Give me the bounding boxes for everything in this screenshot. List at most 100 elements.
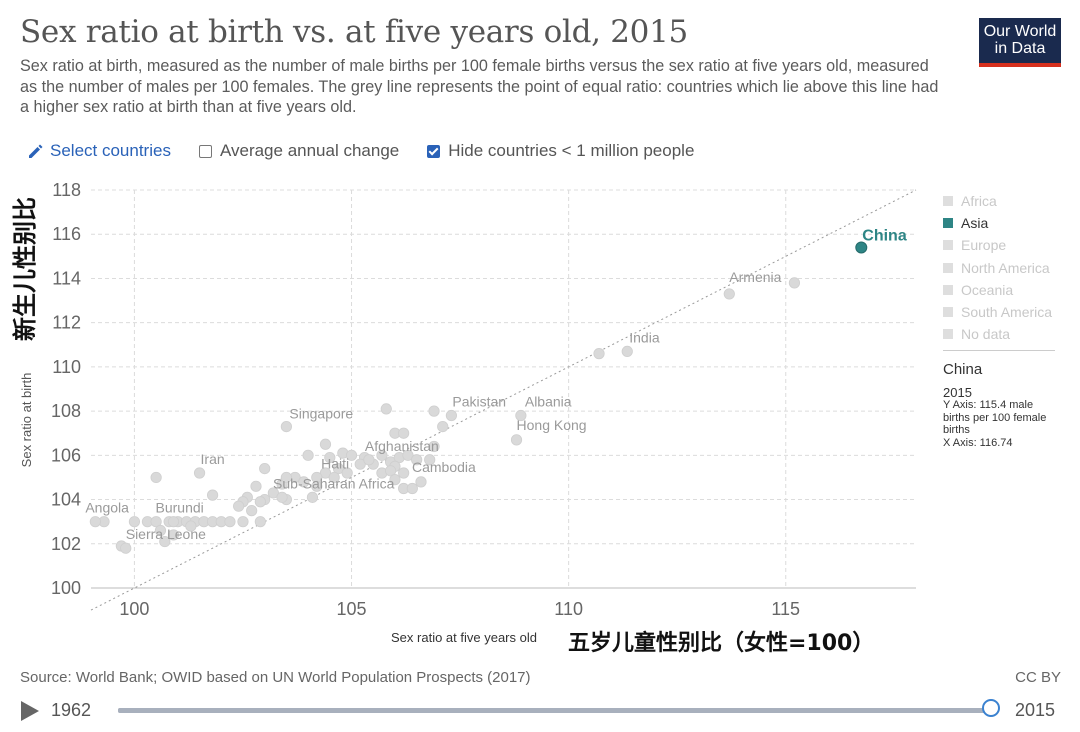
data-point[interactable] <box>128 516 141 528</box>
tooltip-country: China <box>943 361 983 379</box>
tooltip-x-value: X Axis: 116.74 <box>943 436 1013 449</box>
data-point-hong-kong[interactable] <box>510 434 523 446</box>
data-point[interactable] <box>233 500 245 512</box>
data-point-iran[interactable] <box>193 467 206 479</box>
data-point[interactable] <box>306 491 319 503</box>
point-label: Singapore <box>289 406 353 422</box>
data-point[interactable] <box>254 516 266 528</box>
data-point[interactable] <box>324 451 336 464</box>
data-point-cambodia[interactable] <box>415 476 427 488</box>
data-point[interactable] <box>267 487 279 499</box>
y-tick-label: 108 <box>51 401 81 421</box>
point-label: Sierra Leone <box>126 526 206 542</box>
legend-item-africa[interactable]: Africa <box>943 190 1055 212</box>
data-point[interactable] <box>319 438 332 450</box>
x-tick-label: 105 <box>337 599 367 619</box>
legend-item-europe[interactable]: Europe <box>943 234 1055 256</box>
data-point[interactable] <box>311 480 323 492</box>
point-label: Pakistan <box>452 394 506 410</box>
x-axis-ticks: 100 105 110 115 <box>119 599 800 619</box>
data-point[interactable] <box>246 505 258 517</box>
data-point[interactable] <box>398 427 410 439</box>
data-point[interactable] <box>302 449 314 461</box>
data-point[interactable] <box>437 420 449 433</box>
data-point[interactable] <box>254 496 266 508</box>
legend-item-oceania[interactable]: Oceania <box>943 279 1055 301</box>
data-point-angola[interactable] <box>89 516 101 528</box>
chart-controls: Select countries Average annual change H… <box>27 141 722 161</box>
data-point[interactable] <box>150 516 162 528</box>
legend-item-south-america[interactable]: South America <box>943 301 1055 323</box>
legend-item-north-america[interactable]: North America <box>943 257 1055 279</box>
legend-label: North America <box>961 259 1050 276</box>
data-point[interactable] <box>788 277 801 289</box>
timeline-handle[interactable] <box>982 699 1000 717</box>
chart-grid <box>91 189 916 589</box>
legend-divider <box>943 350 1055 352</box>
select-countries-button[interactable]: Select countries <box>27 141 171 161</box>
data-point[interactable] <box>185 520 197 532</box>
legend-label: Africa <box>961 193 997 210</box>
hide-small-countries-checkbox[interactable] <box>427 144 441 158</box>
data-point[interactable] <box>150 471 162 484</box>
data-point-albania[interactable] <box>515 409 527 422</box>
data-point[interactable] <box>398 467 410 479</box>
data-point-afghanistan[interactable] <box>363 454 375 466</box>
owid-logo[interactable]: Our World in Data <box>979 18 1061 67</box>
x-axis-label: Sex ratio at five years old <box>391 630 537 645</box>
data-point[interactable] <box>250 480 262 492</box>
data-point[interactable] <box>411 454 423 466</box>
timeline-track[interactable] <box>118 708 993 713</box>
data-point[interactable] <box>259 462 271 475</box>
license-link[interactable]: CC BY <box>1015 669 1061 686</box>
play-icon[interactable] <box>21 701 39 721</box>
highlight-label: China <box>862 227 907 244</box>
data-point[interactable] <box>206 489 219 501</box>
data-point[interactable] <box>341 467 353 479</box>
hide-small-countries-toggle[interactable]: Hide countries < 1 million people <box>427 141 694 161</box>
average-change-toggle[interactable]: Average annual change <box>198 141 399 161</box>
average-change-checkbox[interactable] <box>198 144 212 158</box>
source-note[interactable]: Source: World Bank; OWID based on UN Wor… <box>20 669 531 686</box>
data-point[interactable] <box>428 440 440 453</box>
data-point[interactable] <box>376 449 388 461</box>
data-point[interactable] <box>424 454 436 466</box>
y-tick-label: 106 <box>51 445 81 465</box>
point-label: Haiti <box>321 455 349 471</box>
data-point-india[interactable] <box>621 345 633 358</box>
x-tick-label: 100 <box>119 599 149 619</box>
data-point[interactable] <box>402 449 414 461</box>
data-point-burundi[interactable] <box>167 516 180 528</box>
legend-item-no-data[interactable]: No data <box>943 323 1055 345</box>
data-point[interactable] <box>159 535 171 548</box>
data-point[interactable] <box>345 449 358 461</box>
data-point[interactable] <box>319 467 332 479</box>
data-point[interactable] <box>406 482 418 495</box>
hide-small-countries-label: Hide countries < 1 million people <box>448 141 695 160</box>
legend: Africa Asia Europe North America Oceania… <box>943 190 1055 449</box>
data-point[interactable] <box>428 405 440 417</box>
data-point-pakistan[interactable] <box>445 409 457 422</box>
data-point-sierra-leone[interactable] <box>120 542 132 554</box>
data-point[interactable] <box>280 471 292 484</box>
data-point[interactable] <box>593 348 605 360</box>
data-point-china[interactable] <box>855 241 868 254</box>
data-point[interactable] <box>354 458 366 470</box>
legend-item-asia[interactable]: Asia <box>943 212 1055 234</box>
data-point-singapore[interactable] <box>280 420 292 433</box>
data-point[interactable] <box>154 524 167 537</box>
data-point-sub-saharan-africa[interactable] <box>276 491 288 503</box>
data-point[interactable] <box>167 529 180 541</box>
data-point[interactable] <box>380 403 392 415</box>
data-point[interactable] <box>389 474 401 486</box>
legend-label: South America <box>961 304 1053 321</box>
data-point[interactable] <box>224 516 236 528</box>
data-point[interactable] <box>385 465 397 477</box>
data-point[interactable] <box>332 462 345 475</box>
data-point-haiti[interactable] <box>328 471 340 484</box>
data-point[interactable] <box>237 516 249 528</box>
data-point[interactable] <box>298 476 310 488</box>
data-point-armenia[interactable] <box>723 288 735 300</box>
chart-title: Sex ratio at birth vs. at five years old… <box>20 14 688 50</box>
logo-line-2: in Data <box>994 40 1046 57</box>
